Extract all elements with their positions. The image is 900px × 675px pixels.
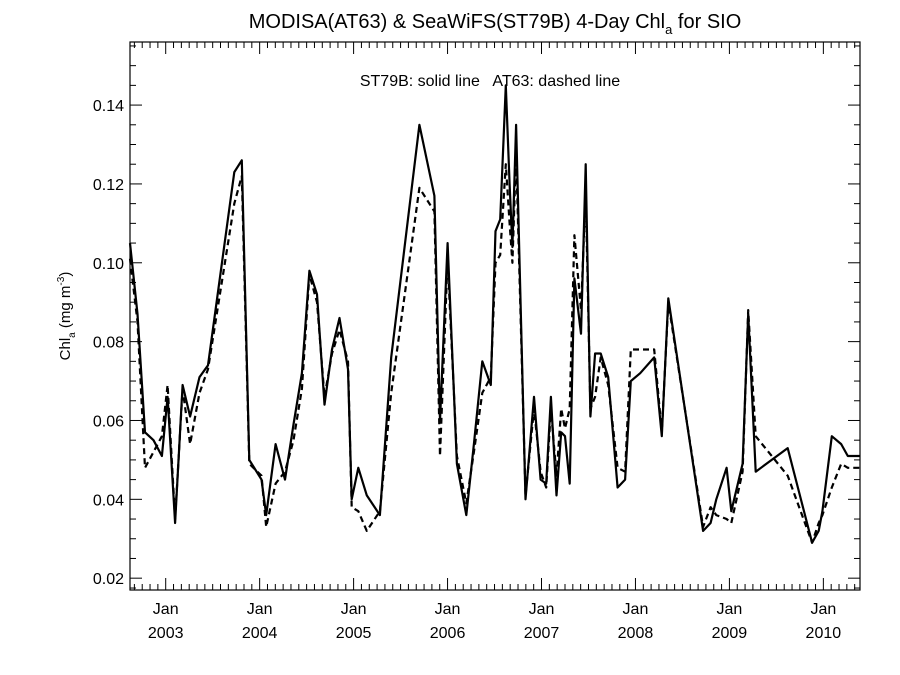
y-tick-label: 0.10: [93, 256, 124, 273]
y-tick-label: 0.06: [93, 413, 124, 430]
ylabel-units: (mg m: [57, 286, 74, 333]
x-tick-month-label: Jan: [529, 601, 555, 618]
x-tick-month-label: Jan: [247, 601, 273, 618]
x-tick-month-label: Jan: [341, 601, 367, 618]
plot-frame: [129, 41, 861, 591]
series-line-at63: [128, 151, 860, 544]
x-tick-month-label: Jan: [153, 601, 179, 618]
y-tick-label: 0.12: [93, 177, 124, 194]
ylabel-chl: Chl: [57, 338, 74, 361]
x-tick-year-label: 2010: [806, 625, 842, 642]
ylabel-subscript: a: [67, 332, 78, 338]
title-subscript: a: [665, 22, 673, 37]
ylabel-superscript: -3: [56, 276, 67, 285]
x-tick-year-label: 2009: [712, 625, 748, 642]
title-main: MODISA(AT63) & SeaWiFS(ST79B) 4-Day Chl: [249, 11, 665, 33]
x-tick-month-label: Jan: [717, 601, 743, 618]
x-tick-year-label: 2005: [336, 625, 372, 642]
y-tick-label: 0.08: [93, 335, 124, 352]
x-tick-year-label: 2007: [524, 625, 560, 642]
line-style-annotation: ST79B: solid line AT63: dashed line: [360, 73, 620, 90]
plot-series: [128, 84, 860, 544]
y-axis-label: Chla (mg m-3): [56, 272, 78, 361]
x-tick-year-label: 2004: [242, 625, 278, 642]
x-tick-year-label: 2006: [430, 625, 466, 642]
x-tick-month-label: Jan: [810, 601, 836, 618]
y-tick-label: 0.14: [93, 98, 124, 115]
axis-ticks: 0.02 0.04 0.06 0.08 0.10 0.12 0.14 Jan 2003 Jan 20…: [93, 42, 860, 642]
title-tail: for SIO: [672, 11, 741, 33]
y-tick-label: 0.02: [93, 571, 124, 588]
x-tick-month-label: Jan: [623, 601, 649, 618]
x-tick-year-label: 2008: [618, 625, 654, 642]
chart-title: MODISA(AT63) & SeaWiFS(ST79B) 4-Day Chla…: [249, 11, 742, 37]
y-tick-label: 0.04: [93, 492, 124, 509]
x-tick-month-label: Jan: [435, 601, 461, 618]
series-line-st79b: [128, 84, 860, 544]
ylabel-close: ): [57, 272, 74, 277]
x-tick-year-label: 2003: [148, 625, 184, 642]
